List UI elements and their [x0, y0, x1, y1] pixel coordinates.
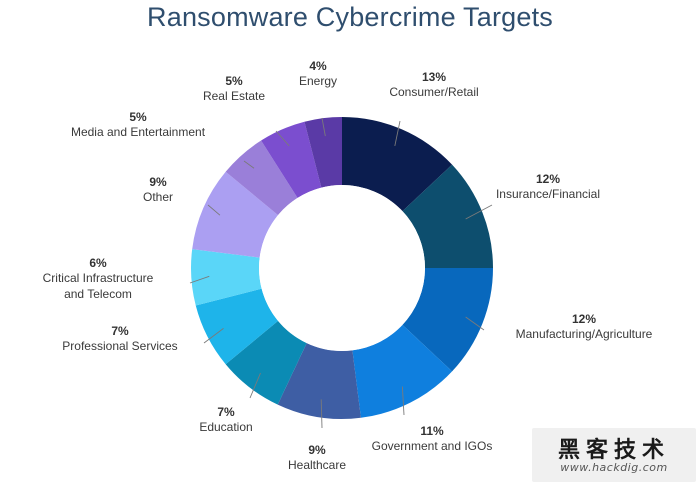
donut-slice-energy — [304, 117, 342, 188]
slice-category-label: Energy — [299, 74, 337, 88]
leader-line — [465, 204, 493, 220]
leader-line — [320, 399, 323, 429]
slice-category-label: Other — [143, 190, 173, 204]
slice-percent-label: 12% — [536, 172, 560, 186]
slice-category-label: Professional Services — [62, 339, 177, 353]
donut-slice-media-and-entertainment — [225, 140, 298, 216]
slice-category-label: Media and Entertainment — [71, 125, 206, 139]
slice-percent-label: 7% — [217, 405, 235, 419]
slice-percent-label: 7% — [111, 324, 129, 338]
chart-title: Ransomware Cybercrime Targets — [147, 2, 553, 32]
donut-slice-consumer-retail — [342, 117, 453, 212]
watermark: 黑客技术 www.hackdig.com — [532, 428, 696, 482]
slice-category-label: Insurance/Financial — [496, 187, 600, 201]
donut-slice-government-and-igos — [352, 324, 453, 418]
donut-slice-healthcare — [277, 343, 361, 419]
slice-percent-label: 6% — [89, 256, 107, 270]
slice-category-label: Real Estate — [203, 89, 265, 103]
donut-slice-education — [225, 320, 307, 405]
leader-line — [203, 328, 224, 344]
slice-percent-label: 5% — [225, 74, 243, 88]
donut-slice-manufacturing-agriculture — [402, 268, 493, 372]
slice-category-label: and Telecom — [64, 287, 132, 301]
leader-lines — [189, 117, 493, 429]
slice-category-label: Education — [199, 420, 252, 434]
leader-line — [207, 204, 221, 216]
leader-line — [189, 275, 210, 284]
leader-line — [401, 386, 405, 416]
slice-category-label: Critical Infrastructure — [43, 271, 154, 285]
slice-category-label: Government and IGOs — [372, 439, 493, 453]
donut-hole — [259, 185, 425, 351]
donut-slice-critical-infrastructure-and-telecom — [191, 249, 262, 306]
slice-percent-label: 12% — [572, 312, 596, 326]
leader-line — [321, 117, 326, 137]
donut-slice-real-estate — [261, 121, 322, 198]
slice-labels: 13%Consumer/Retail12%Insurance/Financial… — [43, 59, 653, 472]
leader-line — [249, 372, 261, 399]
leader-line — [394, 120, 401, 147]
donut-slice-other — [192, 171, 279, 258]
watermark-url: www.hackdig.com — [560, 461, 668, 474]
slice-percent-label: 13% — [422, 70, 446, 84]
donut-slice-professional-services — [195, 288, 279, 365]
slice-category-label: Manufacturing/Agriculture — [516, 327, 653, 341]
slice-category-label: Healthcare — [288, 458, 346, 472]
slice-percent-label: 5% — [129, 110, 147, 124]
leader-line — [275, 130, 290, 147]
slice-category-label: Consumer/Retail — [389, 85, 478, 99]
donut-slice-insurance-financial — [402, 164, 493, 268]
watermark-text: 黑客技术 — [557, 437, 670, 463]
slice-percent-label: 9% — [308, 443, 326, 457]
donut-slices — [191, 117, 493, 419]
slice-percent-label: 9% — [149, 175, 167, 189]
slice-percent-label: 4% — [309, 59, 327, 73]
leader-line — [465, 316, 485, 331]
leader-line — [243, 160, 255, 169]
slice-percent-label: 11% — [420, 424, 444, 438]
